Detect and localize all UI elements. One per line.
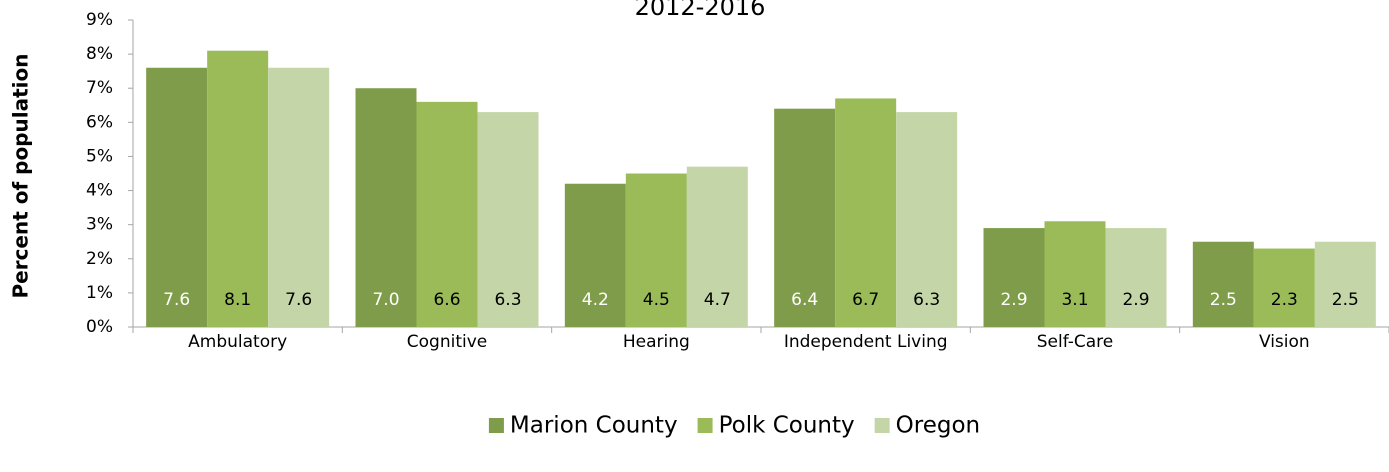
bar xyxy=(1314,241,1376,327)
chart-title: 2012-2016 xyxy=(635,0,766,21)
value-label: 6.4 xyxy=(791,290,818,310)
y-tick-label: 8% xyxy=(86,44,113,64)
y-tick-label: 4% xyxy=(86,181,113,201)
bar xyxy=(564,183,626,327)
bar xyxy=(268,67,330,327)
value-label: 8.1 xyxy=(224,290,251,310)
bar xyxy=(1253,248,1315,327)
legend-label: Marion County xyxy=(510,413,678,439)
bar xyxy=(416,101,478,327)
value-label: 2.5 xyxy=(1210,290,1237,310)
legend-swatch xyxy=(697,418,713,433)
bar xyxy=(625,173,687,327)
value-label: 7.6 xyxy=(163,290,190,310)
bar xyxy=(355,88,417,327)
value-label: 2.3 xyxy=(1271,290,1298,310)
bar xyxy=(477,112,539,327)
bar xyxy=(774,108,836,327)
bar xyxy=(835,98,897,327)
value-label: 4.7 xyxy=(704,290,731,310)
value-label: 7.0 xyxy=(372,290,399,310)
value-label: 7.6 xyxy=(285,290,312,310)
value-label: 4.5 xyxy=(643,290,670,310)
x-tick-label: Ambulatory xyxy=(188,332,287,352)
bar xyxy=(207,50,269,327)
bar xyxy=(146,67,208,327)
x-tick-label: Hearing xyxy=(623,332,690,352)
value-label: 6.7 xyxy=(852,290,879,310)
x-tick-label: Self-Care xyxy=(1037,332,1114,352)
legend-label: Oregon xyxy=(896,413,980,439)
value-label: 6.6 xyxy=(433,290,460,310)
y-tick-label: 1% xyxy=(86,283,113,303)
x-tick-label: Vision xyxy=(1259,332,1310,352)
y-tick-label: 2% xyxy=(86,249,113,269)
bar xyxy=(1105,228,1167,327)
y-axis-label: Percent of population xyxy=(9,53,33,298)
value-label: 2.5 xyxy=(1332,290,1359,310)
bar xyxy=(983,228,1045,327)
value-label: 6.3 xyxy=(913,290,940,310)
x-tick-label: Independent Living xyxy=(784,332,948,352)
legend-label: Polk County xyxy=(719,413,855,439)
bar xyxy=(686,166,748,327)
legend-swatch xyxy=(874,418,890,433)
value-label: 4.2 xyxy=(582,290,609,310)
y-tick-label: 0% xyxy=(86,317,113,337)
y-tick-label: 7% xyxy=(86,78,113,98)
bar xyxy=(1192,241,1254,327)
value-label: 3.1 xyxy=(1061,290,1088,310)
bar xyxy=(896,112,958,327)
y-tick-label: 3% xyxy=(86,215,113,235)
legend-swatch xyxy=(488,418,504,433)
value-label: 2.9 xyxy=(1122,290,1149,310)
x-tick-label: Cognitive xyxy=(407,332,487,352)
value-label: 2.9 xyxy=(1000,290,1027,310)
bar xyxy=(1044,221,1106,327)
y-tick-label: 6% xyxy=(86,112,113,132)
y-tick-label: 5% xyxy=(86,146,113,166)
y-tick-label: 9% xyxy=(86,10,113,30)
value-label: 6.3 xyxy=(494,290,521,310)
